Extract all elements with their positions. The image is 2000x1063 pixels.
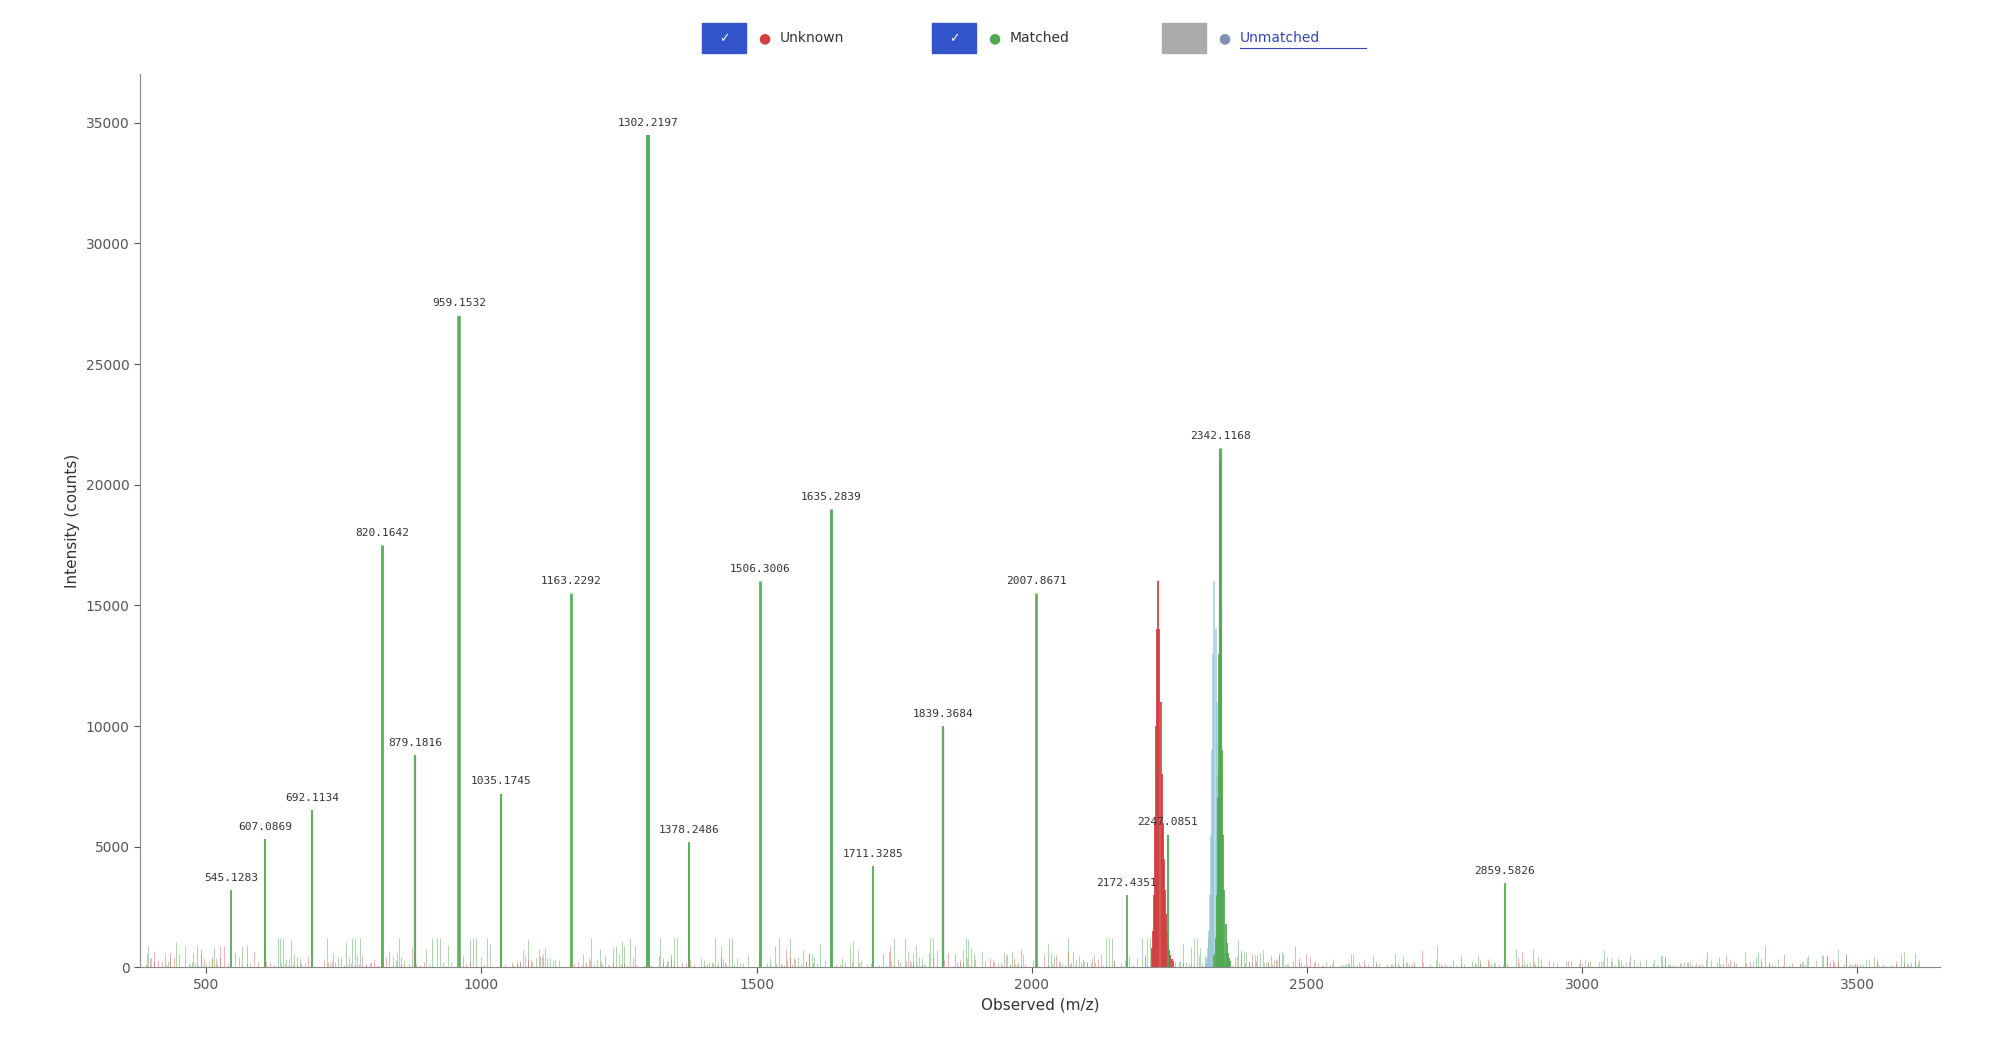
- Text: ●: ●: [1218, 31, 1230, 46]
- Text: 1035.1745: 1035.1745: [470, 776, 532, 787]
- Text: 1839.3684: 1839.3684: [912, 709, 974, 719]
- Text: 2247.0851: 2247.0851: [1138, 817, 1198, 827]
- Text: 2342.1168: 2342.1168: [1190, 432, 1250, 441]
- Text: 1506.3006: 1506.3006: [730, 564, 790, 574]
- Text: 820.1642: 820.1642: [356, 527, 410, 538]
- Text: ✓: ✓: [948, 32, 960, 45]
- Text: 2859.5826: 2859.5826: [1474, 865, 1536, 876]
- Text: 1635.2839: 1635.2839: [800, 491, 862, 502]
- Text: 1378.2486: 1378.2486: [660, 825, 720, 834]
- Text: 692.1134: 692.1134: [284, 793, 338, 804]
- Text: Unmatched: Unmatched: [1240, 31, 1320, 46]
- Text: 959.1532: 959.1532: [432, 299, 486, 308]
- Text: 1711.3285: 1711.3285: [842, 848, 904, 859]
- Text: 1163.2292: 1163.2292: [540, 576, 602, 586]
- Text: 607.0869: 607.0869: [238, 822, 292, 832]
- X-axis label: Observed (m/z): Observed (m/z): [980, 997, 1100, 1012]
- Text: 1302.2197: 1302.2197: [618, 118, 678, 128]
- Text: ✓: ✓: [718, 32, 730, 45]
- Text: ●: ●: [988, 31, 1000, 46]
- Text: 2007.8671: 2007.8671: [1006, 576, 1066, 586]
- Text: 545.1283: 545.1283: [204, 873, 258, 883]
- Text: Matched: Matched: [1010, 31, 1070, 46]
- Y-axis label: Intensity (counts): Intensity (counts): [66, 454, 80, 588]
- Text: Unknown: Unknown: [780, 31, 844, 46]
- Text: 879.1816: 879.1816: [388, 738, 442, 747]
- Text: ●: ●: [758, 31, 770, 46]
- Text: 2172.4351: 2172.4351: [1096, 878, 1158, 888]
